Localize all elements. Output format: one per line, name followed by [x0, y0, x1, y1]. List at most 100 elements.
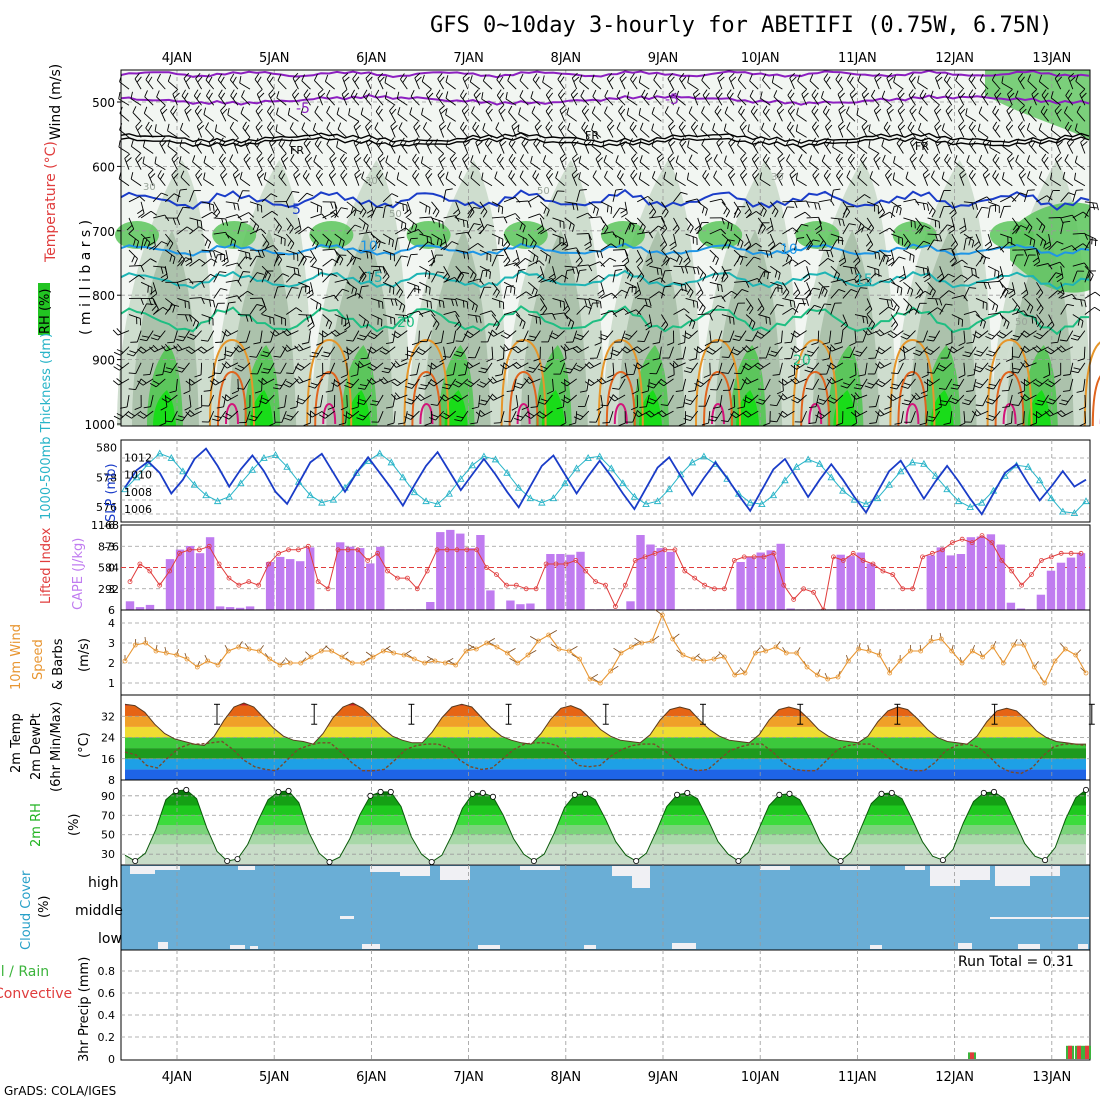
- cape-bar: [1066, 557, 1076, 610]
- wind-barb-flag: [499, 157, 504, 164]
- rh-column-dark: [132, 230, 199, 426]
- wind-barb: [835, 79, 844, 90]
- wind-barb: [189, 394, 192, 407]
- wind-barb-flag: [1020, 173, 1027, 179]
- cape-bar: [746, 556, 755, 610]
- wind-barb-flag: [1008, 92, 1015, 99]
- wind-barb: [310, 265, 323, 271]
- thickness-point: [954, 497, 963, 505]
- wind-barb-flag: [139, 196, 146, 202]
- wind-barb-flag: [864, 385, 872, 389]
- wind-barb-flag: [455, 299, 458, 307]
- wind-barb-flag: [195, 169, 201, 176]
- wind10-barb: [589, 673, 599, 680]
- wind-barb: [1018, 174, 1025, 186]
- wind-barb-flag: [896, 286, 899, 294]
- wind-barb-flag: [611, 292, 618, 299]
- wind-barb-flag: [592, 170, 597, 177]
- wind-barb-flag: [675, 390, 683, 392]
- wind-barb-flag: [875, 330, 881, 337]
- wind-barb-flag: [167, 341, 175, 344]
- wind-barb-flag: [388, 237, 391, 245]
- wind-barb-flag: [748, 307, 754, 315]
- wind-barb-flag: [145, 121, 150, 129]
- wind-barb: [728, 174, 735, 186]
- wind-barb-flag: [414, 173, 420, 180]
- wind-barb: [883, 127, 892, 138]
- wind-barb-flag: [475, 411, 482, 417]
- wind10-barb: [569, 646, 578, 652]
- isotherm-p25: [1083, 341, 1100, 427]
- lifted-index-point: [167, 568, 173, 574]
- wind-barb-flag: [462, 137, 469, 143]
- wind-barb: [455, 231, 468, 235]
- wind-barb: [690, 362, 699, 373]
- wind-barb: [226, 362, 239, 369]
- cape-bar: [866, 563, 875, 610]
- wind-barb-flag: [525, 291, 533, 297]
- wind-barb-flag: [134, 258, 138, 266]
- wind-barb: [229, 127, 239, 138]
- wind10-point: [701, 658, 707, 664]
- wind-barb: [1077, 362, 1086, 373]
- wind-barb-flag: [535, 76, 540, 83]
- wind-barb: [869, 177, 880, 187]
- wind-barb: [142, 163, 154, 171]
- wind-barb-flag: [454, 311, 460, 318]
- wind-barb: [728, 77, 735, 90]
- cape-bar: [936, 547, 945, 610]
- wind-barb: [919, 346, 928, 356]
- wind-barb-flag: [646, 385, 654, 389]
- wind-barb: [721, 314, 734, 319]
- wind-barb: [878, 249, 889, 259]
- wind-barb: [357, 362, 360, 375]
- wind-barb: [529, 378, 541, 384]
- wind-barb: [491, 314, 500, 325]
- wind-barb-flag: [172, 108, 178, 116]
- wind-barb: [126, 394, 130, 407]
- wind-barb: [506, 330, 517, 339]
- wind-barb-flag: [1044, 349, 1052, 355]
- wind-barb-flag: [713, 406, 721, 409]
- wind-barb: [267, 111, 275, 122]
- wind-barb: [1061, 410, 1074, 418]
- wind-barb-flag: [959, 225, 966, 230]
- wind-barb: [370, 206, 377, 219]
- wind-barb-flag: [257, 250, 261, 257]
- wind-barb-flag: [1028, 137, 1033, 145]
- wind-barb-flag: [842, 219, 845, 227]
- wind-barb: [945, 378, 953, 390]
- wind-barb: [409, 113, 420, 122]
- wind-barb: [867, 330, 880, 336]
- wind-barb: [296, 394, 299, 407]
- wind-barb: [1000, 196, 1012, 203]
- wind-barb: [992, 176, 1001, 187]
- wind-barb-flag: [549, 335, 556, 340]
- wind-barb: [431, 271, 438, 283]
- wind-barb: [303, 94, 311, 106]
- wind-barb-flag: [490, 310, 497, 317]
- wind-barb-flag: [641, 390, 649, 394]
- wind-barb: [724, 112, 735, 122]
- wind-barb: [182, 330, 190, 342]
- wind-barb: [992, 346, 1001, 357]
- wind-barb-flag: [328, 169, 335, 176]
- wind-barb-flag: [154, 124, 157, 132]
- wind-barb-flag: [482, 74, 487, 81]
- wind-barb-flag: [356, 337, 364, 341]
- wind-barb-flag: [667, 342, 674, 346]
- wind-barb: [245, 330, 251, 343]
- wind-barb-flag: [479, 381, 487, 385]
- top-date-label: 8JAN: [551, 51, 582, 66]
- wind-barb-flag: [945, 105, 951, 112]
- wind-barb-flag: [901, 385, 909, 389]
- wind10-point: [628, 644, 634, 650]
- thickness-point: [630, 492, 639, 500]
- wind-barb-flag: [496, 73, 501, 80]
- wind-barb: [249, 304, 258, 315]
- wind-barb: [484, 362, 493, 374]
- wind-barb: [1011, 411, 1013, 424]
- wind-barb: [806, 216, 819, 219]
- wind-barb-flag: [758, 398, 766, 402]
- wind-barb: [533, 143, 541, 154]
